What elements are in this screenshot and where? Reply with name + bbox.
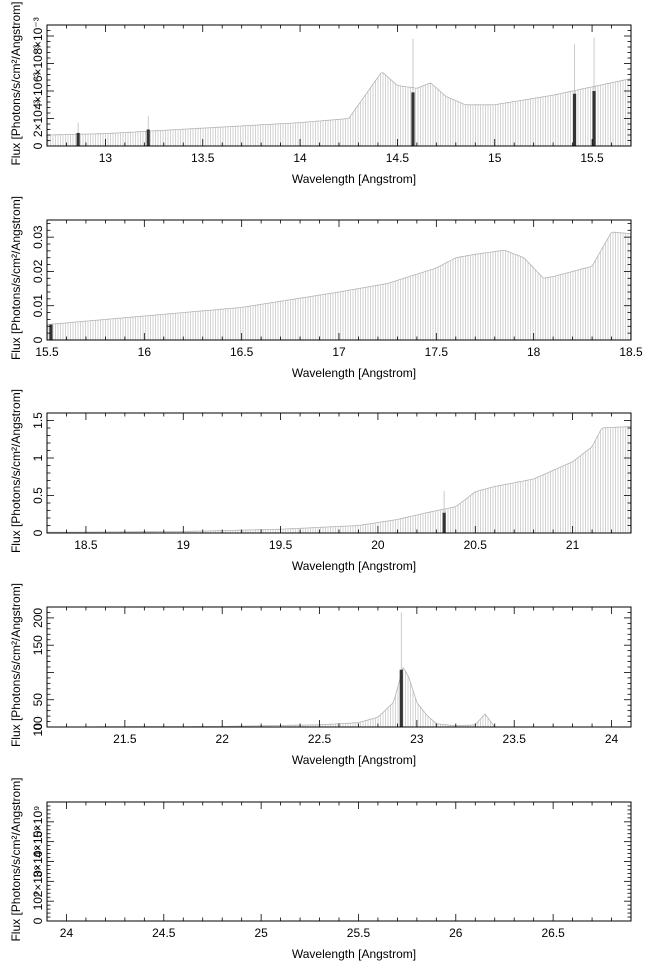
x-tick-label: 26 <box>449 926 463 940</box>
line-feature-bar <box>572 93 577 146</box>
y-tick-label: 5×10⁹ <box>31 806 45 838</box>
x-axis-label: Wavelength [Angstrom] <box>292 753 416 767</box>
x-tick-label: 19.5 <box>269 538 293 552</box>
x-tick-label: 16 <box>138 345 152 359</box>
line-feature-bar <box>49 324 53 340</box>
spectrum-envelope <box>46 426 632 533</box>
x-tick-label: 21 <box>566 538 580 552</box>
x-tick-label: 18 <box>527 345 541 359</box>
x-tick-label: 17 <box>332 345 346 359</box>
y-tick-label: 0 <box>31 917 45 924</box>
y-axis-label: Flux [Photons/s/cm²/Angstrom] <box>9 583 23 747</box>
chart-panel-2: 15.5 16 16.5 17 17.5 18 18.5 0 0.01 0.02 0.03 Wavel… <box>9 196 643 380</box>
y-tick-label: 2×10⁻³ <box>31 100 45 137</box>
y-tick-label: 0 <box>31 142 45 149</box>
y-tick-label: 6×10⁻³ <box>31 45 45 82</box>
line-feature-bar <box>411 92 415 146</box>
x-tick-label: 23.5 <box>503 732 527 746</box>
chart-panel-3: 18.5 19 19.5 20 20.5 21 0 0.5 1 1.5 Wavelength [An… <box>9 389 632 573</box>
x-axis-label: Wavelength [Angstrom] <box>292 559 416 573</box>
chart-panel-5: 24 24.5 25 25.5 26 26.5 0 10⁹2×10⁹3×10⁹4×10⁹5×1… <box>9 777 632 961</box>
plot-frame <box>46 24 632 147</box>
y-tick-label: 4×10⁻³ <box>31 72 45 109</box>
x-tick-label: 19 <box>177 538 191 552</box>
spectrum-envelope <box>46 231 632 325</box>
line-feature-bar <box>76 132 80 146</box>
spectrum-bars <box>47 72 631 146</box>
y-tick-label: 2×10⁹ <box>31 865 45 897</box>
y-tick-label: 0 <box>31 336 45 343</box>
x-tick-label: 15.5 <box>35 345 59 359</box>
x-tick-label: 24.5 <box>152 926 176 940</box>
y-tick-label: 4×10⁹ <box>31 826 45 858</box>
line-feature-bar <box>146 129 150 146</box>
x-tick-label: 21.5 <box>113 732 137 746</box>
chart-panel-4: 21.5 22 22.5 23 23.5 24 0 50 100 150 200 Wavelength… <box>9 583 632 767</box>
x-tick-label: 24 <box>60 926 74 940</box>
x-tick-label: 15 <box>488 151 502 165</box>
x-tick-label: 25.5 <box>347 926 371 940</box>
x-axis-label: Wavelength [Angstrom] <box>292 172 416 186</box>
x-tick-label: 26.5 <box>541 926 565 940</box>
x-tick-label: 22 <box>216 732 230 746</box>
plot-frame <box>46 219 632 341</box>
x-tick-label: 22.5 <box>308 732 332 746</box>
y-tick-label: 0 <box>31 723 45 730</box>
plot-frame <box>46 606 632 728</box>
x-tick-label: 18.5 <box>619 345 643 359</box>
y-tick-label: 150 <box>31 635 45 655</box>
x-tick-label: 14 <box>293 151 307 165</box>
y-tick-label: 1.5 <box>31 412 45 429</box>
line-feature-bar <box>592 91 596 146</box>
x-tick-label: 15.5 <box>580 151 604 165</box>
x-tick-label: 18.5 <box>74 538 98 552</box>
x-tick-label: 14.5 <box>386 151 410 165</box>
y-tick-label: 0 <box>31 529 45 536</box>
y-tick-label: 50 <box>31 693 45 707</box>
x-tick-label: 25 <box>254 926 268 940</box>
y-tick-label: 8×10⁻³ <box>31 17 45 54</box>
spectrum-bars <box>47 426 631 533</box>
spectrum-bars <box>207 667 494 727</box>
chart-panel-1: 13 13.5 14 14.5 15 15.5 0 2×10⁻³4×10⁻³6×10⁻³8×1… <box>9 1 632 186</box>
x-tick-label: 16.5 <box>230 345 254 359</box>
y-axis-label: Flux [Photons/s/cm²/Angstrom] <box>9 389 23 553</box>
y-tick-label: 0.01 <box>31 294 45 318</box>
y-tick-label: 1 <box>31 454 45 461</box>
x-tick-label: 13 <box>99 151 113 165</box>
x-tick-label: 20 <box>371 538 385 552</box>
y-axis-label: Flux [Photons/s/cm²/Angstrom] <box>9 196 23 360</box>
y-tick-label: 10⁹ <box>31 892 45 911</box>
plot-frame <box>46 801 632 922</box>
y-tick-label: 0.02 <box>31 259 45 283</box>
x-tick-label: 20.5 <box>464 538 488 552</box>
spectrum-envelope <box>47 72 632 136</box>
x-axis-label: Wavelength [Angstrom] <box>292 366 416 380</box>
y-tick-label: 3×10⁹ <box>31 845 45 877</box>
x-axis-label: Wavelength [Angstrom] <box>292 947 416 961</box>
x-tick-label: 17.5 <box>425 345 449 359</box>
y-tick-label: 0.5 <box>31 487 45 504</box>
x-tick-label: 13.5 <box>191 151 215 165</box>
y-axis-label: Flux [Photons/s/cm²/Angstrom] <box>9 1 23 165</box>
x-tick-label: 24 <box>605 732 619 746</box>
spectrum-envelope <box>47 667 631 728</box>
y-tick-label: 200 <box>31 608 45 628</box>
y-tick-label: 100 <box>31 716 45 736</box>
line-feature-bar <box>399 669 403 727</box>
spectrum-bars <box>47 232 631 340</box>
plot-frame <box>46 412 632 534</box>
y-axis-label: Flux [Photons/s/cm²/Angstrom] <box>9 777 23 941</box>
x-tick-label: 23 <box>410 732 424 746</box>
y-tick-label: 0.03 <box>31 225 45 249</box>
line-feature-bar <box>442 512 446 533</box>
